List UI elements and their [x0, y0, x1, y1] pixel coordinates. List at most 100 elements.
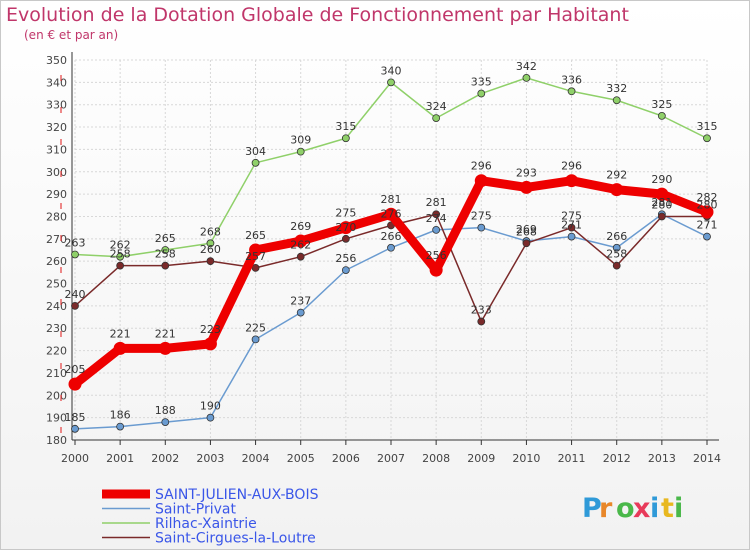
data-label-0: 296 [471, 160, 492, 173]
y-tick-label: 290 [46, 188, 67, 201]
y-tick-label: 230 [46, 322, 67, 335]
y-tick-label: 180 [46, 434, 67, 447]
data-label-2: 309 [290, 134, 311, 147]
data-label-1: 269 [516, 223, 537, 236]
data-label-0: 265 [245, 229, 266, 242]
data-label-2: 315 [697, 120, 718, 133]
data-point-2 [251, 158, 260, 167]
data-point-2 [206, 239, 215, 248]
data-label-1: 275 [471, 210, 492, 223]
data-label-2: 332 [606, 82, 627, 95]
data-point-3 [296, 252, 305, 261]
data-label-3: 260 [200, 243, 221, 256]
data-label-1: 185 [65, 411, 86, 424]
data-point-3 [657, 212, 666, 221]
data-label-0: 282 [697, 191, 718, 204]
x-tick-label: 2005 [287, 452, 315, 465]
y-tick-label: 310 [46, 143, 67, 156]
data-point-2 [477, 89, 486, 98]
y-tick-label: 200 [46, 389, 67, 402]
data-label-3: 258 [110, 248, 131, 261]
x-tick-label: 2004 [242, 452, 270, 465]
legend-label-0: SAINT-JULIEN-AUX-BOIS [155, 487, 319, 503]
data-point-2 [522, 73, 531, 82]
x-tick-label: 2013 [648, 452, 676, 465]
legend-label-1: Saint-Privat [155, 502, 236, 518]
data-point-1 [116, 422, 125, 431]
data-point-1 [432, 225, 441, 234]
data-point-3 [71, 301, 79, 310]
data-point-3 [161, 261, 170, 270]
y-tick-label: 240 [46, 300, 67, 313]
data-label-3: 258 [155, 248, 176, 261]
chart-subtitle: (en € et par an) [24, 28, 119, 42]
data-point-0 [700, 205, 714, 219]
data-label-2: 325 [651, 98, 672, 111]
data-label-3: 233 [471, 304, 492, 317]
y-tick-label: 280 [46, 210, 67, 223]
data-point-2 [703, 134, 711, 143]
y-tick-label: 320 [46, 121, 67, 134]
data-point-3 [206, 257, 215, 266]
data-label-1: 190 [200, 400, 221, 413]
data-label-2: 340 [381, 64, 402, 77]
y-tick-label: 260 [46, 255, 67, 268]
x-tick-label: 2008 [422, 452, 450, 465]
data-label-1: 186 [110, 409, 131, 422]
data-point-1 [296, 308, 305, 317]
data-label-1: 281 [651, 196, 672, 209]
x-tick-label: 2010 [512, 452, 540, 465]
data-label-3: 262 [290, 239, 311, 252]
data-label-2: 324 [426, 100, 447, 113]
data-point-0 [339, 221, 353, 235]
x-tick-label: 2007 [377, 452, 405, 465]
x-tick-label: 2006 [332, 452, 360, 465]
data-point-3 [612, 261, 621, 270]
data-point-1 [703, 232, 711, 241]
data-point-2 [567, 87, 576, 96]
data-point-0 [113, 341, 127, 355]
data-label-3: 268 [516, 225, 537, 238]
data-label-2: 304 [245, 145, 266, 158]
x-tick-label: 2002 [151, 452, 179, 465]
data-label-2: 265 [155, 232, 176, 245]
data-label-3: 258 [606, 248, 627, 261]
data-label-1: 237 [290, 295, 311, 308]
data-label-0: 221 [155, 327, 176, 340]
data-label-1: 271 [697, 219, 718, 232]
data-label-2: 263 [65, 236, 86, 249]
data-point-2 [432, 114, 441, 123]
data-label-0: 269 [290, 220, 311, 233]
y-tick-label: 210 [46, 367, 67, 380]
data-point-0 [429, 263, 443, 277]
data-label-0: 292 [606, 169, 627, 182]
x-tick-label: 2000 [61, 452, 89, 465]
y-tick-label: 340 [46, 76, 67, 89]
data-point-2 [341, 134, 350, 143]
data-point-2 [116, 252, 125, 261]
data-label-0: 221 [110, 327, 131, 340]
data-label-0: 281 [381, 193, 402, 206]
y-tick-label: 330 [46, 99, 67, 112]
data-point-1 [387, 243, 395, 252]
data-point-1 [612, 243, 621, 252]
legend-label-3: Saint-Cirgues-la-Loutre [155, 531, 316, 547]
data-label-0: 223 [200, 323, 221, 336]
logo-letter: o [616, 493, 635, 524]
data-label-0: 293 [516, 166, 537, 179]
legend: SAINT-JULIEN-AUX-BOISSaint-PrivatRilhac-… [102, 487, 319, 547]
data-point-3 [432, 210, 441, 219]
data-label-3: 270 [335, 221, 356, 234]
data-point-2 [657, 111, 666, 120]
legend-label-2: Rilhac-Xaintrie [155, 516, 257, 532]
data-label-1: 274 [426, 212, 447, 225]
x-tick-label: 2011 [558, 452, 586, 465]
data-label-1: 188 [155, 404, 176, 417]
data-point-3 [522, 239, 531, 248]
logo-letter: i [674, 493, 683, 524]
x-tick-label: 2003 [196, 452, 224, 465]
data-label-0: 296 [561, 160, 582, 173]
data-point-0 [158, 341, 172, 355]
data-point-3 [567, 223, 576, 232]
